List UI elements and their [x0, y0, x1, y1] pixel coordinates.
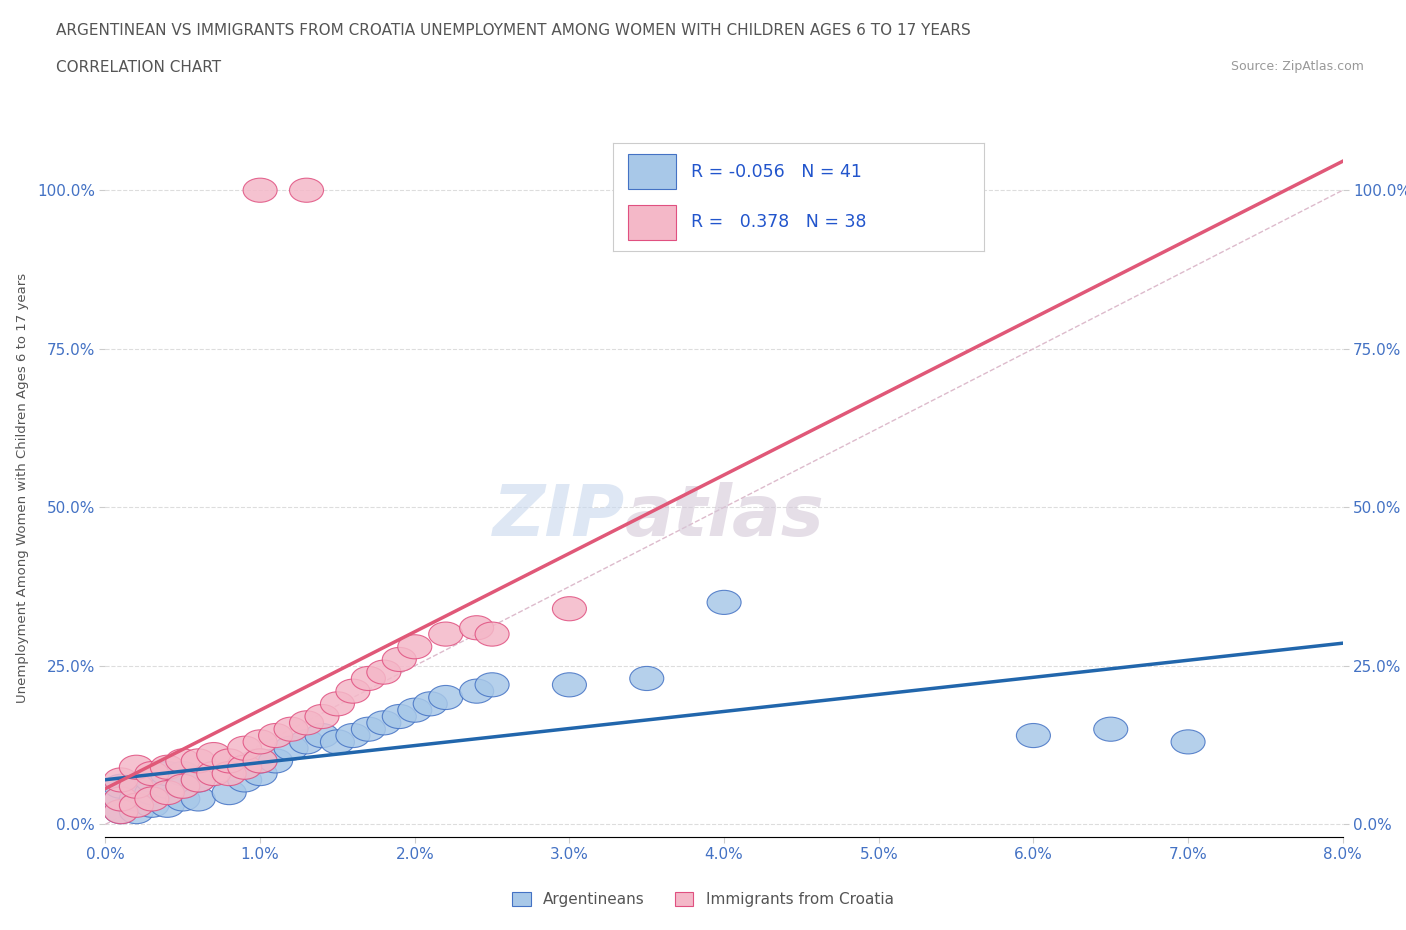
- Ellipse shape: [197, 742, 231, 766]
- Ellipse shape: [104, 774, 138, 798]
- Ellipse shape: [120, 774, 153, 798]
- Ellipse shape: [1017, 724, 1050, 748]
- Text: ZIP: ZIP: [494, 482, 626, 551]
- Ellipse shape: [367, 711, 401, 735]
- Ellipse shape: [104, 800, 138, 824]
- Ellipse shape: [228, 755, 262, 779]
- Ellipse shape: [120, 800, 153, 824]
- Ellipse shape: [135, 793, 169, 817]
- Ellipse shape: [398, 698, 432, 723]
- Ellipse shape: [150, 780, 184, 804]
- Text: Source: ZipAtlas.com: Source: ZipAtlas.com: [1230, 60, 1364, 73]
- Ellipse shape: [243, 179, 277, 203]
- Ellipse shape: [166, 774, 200, 798]
- Ellipse shape: [429, 622, 463, 646]
- Ellipse shape: [228, 737, 262, 761]
- Ellipse shape: [197, 762, 231, 786]
- Text: CORRELATION CHART: CORRELATION CHART: [56, 60, 221, 75]
- Y-axis label: Unemployment Among Women with Children Ages 6 to 17 years: Unemployment Among Women with Children A…: [15, 273, 28, 703]
- Ellipse shape: [352, 667, 385, 690]
- Ellipse shape: [120, 755, 153, 779]
- Ellipse shape: [150, 755, 184, 779]
- Ellipse shape: [259, 724, 292, 748]
- Ellipse shape: [429, 685, 463, 710]
- Ellipse shape: [367, 660, 401, 684]
- Ellipse shape: [135, 780, 169, 804]
- Ellipse shape: [243, 730, 277, 754]
- Ellipse shape: [135, 762, 169, 786]
- Ellipse shape: [630, 667, 664, 690]
- Ellipse shape: [305, 705, 339, 728]
- Ellipse shape: [274, 737, 308, 761]
- Ellipse shape: [382, 705, 416, 728]
- Ellipse shape: [181, 749, 215, 773]
- Ellipse shape: [181, 768, 215, 792]
- Ellipse shape: [460, 679, 494, 703]
- Ellipse shape: [243, 762, 277, 786]
- Ellipse shape: [321, 692, 354, 716]
- Ellipse shape: [212, 749, 246, 773]
- Ellipse shape: [166, 749, 200, 773]
- Ellipse shape: [413, 692, 447, 716]
- Ellipse shape: [259, 749, 292, 773]
- Ellipse shape: [212, 762, 246, 786]
- Ellipse shape: [212, 780, 246, 804]
- Ellipse shape: [104, 768, 138, 792]
- Ellipse shape: [1094, 717, 1128, 741]
- Ellipse shape: [243, 749, 277, 773]
- Ellipse shape: [135, 768, 169, 792]
- Ellipse shape: [120, 793, 153, 817]
- Ellipse shape: [120, 787, 153, 811]
- Ellipse shape: [166, 774, 200, 798]
- Ellipse shape: [336, 679, 370, 703]
- Ellipse shape: [460, 616, 494, 640]
- Ellipse shape: [553, 672, 586, 697]
- Ellipse shape: [181, 768, 215, 792]
- Ellipse shape: [352, 717, 385, 741]
- Ellipse shape: [398, 635, 432, 658]
- Ellipse shape: [166, 787, 200, 811]
- Ellipse shape: [104, 787, 138, 811]
- Ellipse shape: [104, 800, 138, 824]
- Ellipse shape: [321, 730, 354, 754]
- Ellipse shape: [290, 711, 323, 735]
- Ellipse shape: [290, 179, 323, 203]
- Ellipse shape: [707, 591, 741, 615]
- Ellipse shape: [243, 749, 277, 773]
- Ellipse shape: [475, 672, 509, 697]
- Ellipse shape: [181, 787, 215, 811]
- Ellipse shape: [150, 762, 184, 786]
- Ellipse shape: [135, 787, 169, 811]
- Ellipse shape: [305, 724, 339, 748]
- Ellipse shape: [336, 724, 370, 748]
- Ellipse shape: [274, 717, 308, 741]
- Text: ARGENTINEAN VS IMMIGRANTS FROM CROATIA UNEMPLOYMENT AMONG WOMEN WITH CHILDREN AG: ARGENTINEAN VS IMMIGRANTS FROM CROATIA U…: [56, 23, 972, 38]
- Text: atlas: atlas: [626, 482, 825, 551]
- Ellipse shape: [290, 730, 323, 754]
- Ellipse shape: [475, 622, 509, 646]
- Ellipse shape: [150, 793, 184, 817]
- Ellipse shape: [382, 647, 416, 671]
- Ellipse shape: [1171, 730, 1205, 754]
- Ellipse shape: [150, 774, 184, 798]
- Ellipse shape: [104, 787, 138, 811]
- Ellipse shape: [120, 774, 153, 798]
- Legend: Argentineans, Immigrants from Croatia: Argentineans, Immigrants from Croatia: [506, 885, 900, 913]
- Ellipse shape: [228, 768, 262, 792]
- Ellipse shape: [553, 597, 586, 621]
- Ellipse shape: [166, 762, 200, 786]
